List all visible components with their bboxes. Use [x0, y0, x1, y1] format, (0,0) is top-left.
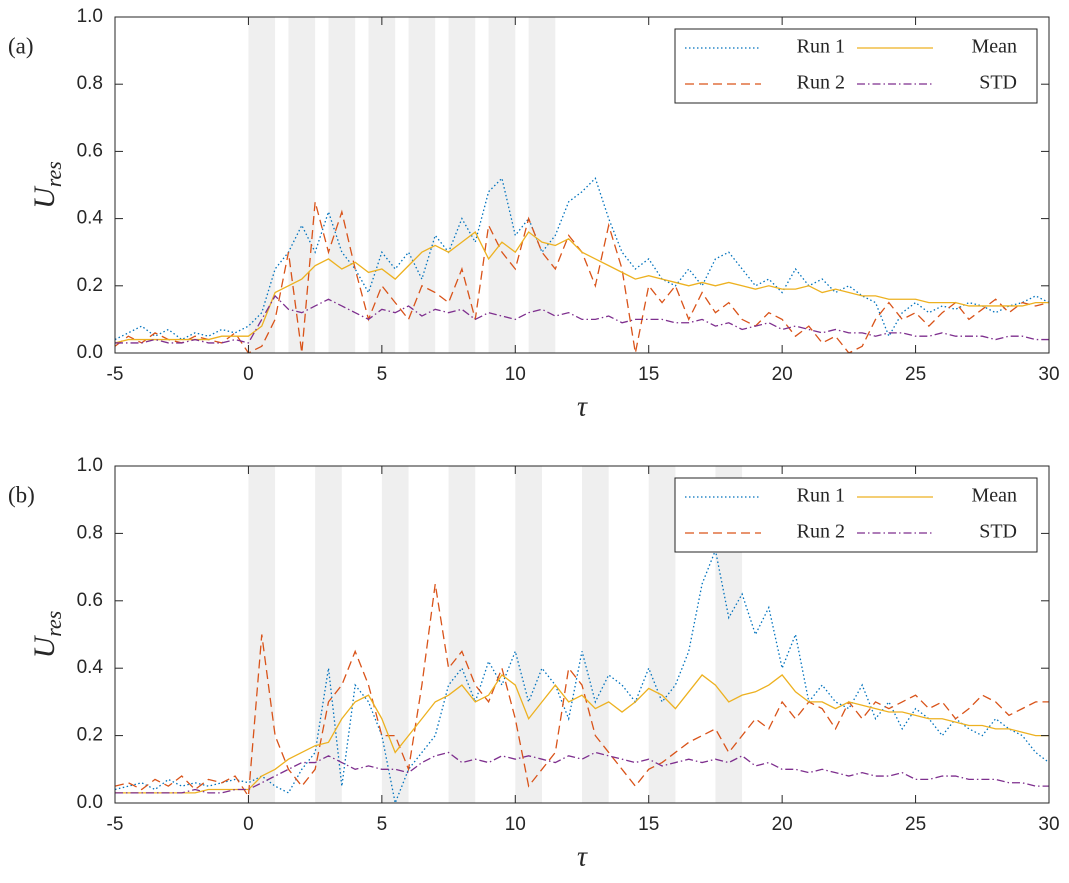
x-tick-label: 30	[1038, 364, 1059, 385]
y-tick-label: 1.0	[77, 6, 103, 27]
x-tick-label: 10	[505, 814, 526, 835]
y-tick-label: 0.0	[77, 792, 103, 813]
shaded-region	[528, 17, 556, 353]
shaded-region	[582, 466, 609, 803]
y-tick-label: 0.2	[77, 275, 103, 296]
series-line	[115, 751, 1049, 794]
y-axis-label-main: U	[28, 185, 61, 209]
x-tick-label: 0	[243, 814, 254, 835]
x-tick-label: 5	[377, 814, 388, 835]
axes-box	[114, 16, 1050, 354]
x-tick-label: 30	[1038, 814, 1059, 835]
legend-box	[674, 28, 1038, 104]
y-tick-label: 0.6	[77, 140, 103, 161]
legend-label: Run 1	[797, 36, 845, 58]
series-line	[115, 547, 1049, 803]
y-axis-label-main: U	[28, 634, 61, 658]
y-axis-label: Ures	[28, 611, 66, 659]
y-axis-label: Ures	[28, 161, 66, 209]
x-axis-label: τ	[577, 391, 588, 422]
series-line	[115, 674, 1049, 794]
series-line	[115, 294, 1049, 344]
x-tick-label: 25	[905, 364, 926, 385]
legend-label: Run 2	[797, 72, 845, 94]
axes-box	[114, 465, 1050, 804]
x-tick-label: -5	[107, 364, 124, 385]
shaded-region	[248, 17, 276, 353]
legend-label: Run 2	[797, 521, 845, 543]
y-tick-label: 0.6	[77, 590, 103, 611]
y-tick-label: 0.4	[77, 657, 104, 678]
y-tick-label: 1.0	[77, 455, 103, 476]
series-line	[115, 176, 1049, 341]
legend-label: STD	[979, 72, 1017, 94]
x-tick-label: 25	[905, 814, 926, 835]
shaded-region	[408, 17, 436, 353]
series-line	[115, 583, 1049, 799]
shaded-region	[368, 17, 396, 353]
shaded-region	[515, 466, 542, 803]
legend-label: Run 1	[797, 485, 845, 507]
x-axis-label: τ	[577, 841, 588, 872]
x-tick-label: 5	[377, 364, 388, 385]
shaded-region	[448, 466, 476, 803]
panel-label: (b)	[8, 482, 35, 507]
legend-label: Mean	[971, 36, 1017, 58]
x-tick-label: 15	[638, 814, 659, 835]
x-tick-label: -5	[107, 814, 124, 835]
shaded-region	[648, 466, 676, 803]
y-tick-label: 0.2	[77, 725, 103, 746]
panel: 0.0 0.2 0.4 0.6 0.8 1.0 -5 0 5 10 15 20 25 30 τ Ures (b)…	[8, 455, 1060, 872]
y-tick-label: 0.4	[77, 208, 104, 229]
legend-label: Mean	[971, 485, 1017, 507]
series-group	[115, 176, 1049, 353]
y-tick-label: 0.8	[77, 73, 103, 94]
series-line	[115, 231, 1049, 344]
x-tick-label: 0	[243, 364, 254, 385]
shaded-region	[328, 17, 356, 353]
y-axis-label-subscript: res	[41, 161, 66, 187]
panel: 0.0 0.2 0.4 0.6 0.8 1.0 -5 0 5 10 15 20 25 30 τ Ures (a)…	[8, 6, 1060, 422]
series-group	[115, 547, 1049, 803]
shaded-region	[448, 17, 476, 353]
y-axis-label-subscript: res	[41, 611, 66, 637]
legend-label: STD	[979, 521, 1017, 543]
shaded-region	[488, 17, 516, 353]
y-tick-label: 0.8	[77, 522, 103, 543]
panel-label: (a)	[8, 33, 34, 58]
x-tick-label: 20	[772, 814, 793, 835]
x-tick-label: 15	[638, 364, 659, 385]
legend-box	[674, 477, 1038, 553]
y-tick-label: 0.0	[77, 342, 103, 363]
x-tick-label: 10	[505, 364, 526, 385]
shaded-region	[381, 466, 409, 803]
x-tick-label: 20	[772, 364, 793, 385]
shaded-region	[288, 17, 316, 353]
